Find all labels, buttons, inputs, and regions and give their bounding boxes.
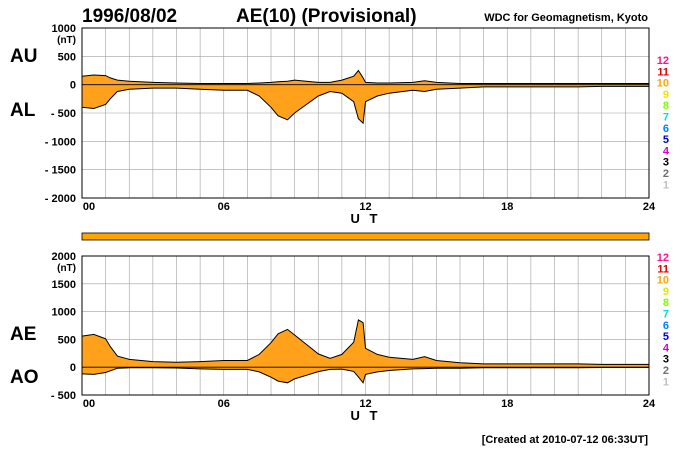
y-tick-label: 0 (70, 80, 76, 92)
x-tick-label: 24 (643, 201, 656, 213)
y-tick-label: 1000 (52, 307, 76, 319)
series-line-al (81, 85, 649, 125)
station-count-label: 11 (657, 66, 669, 78)
x-tick-label: 00 (83, 201, 95, 213)
plot-frame (81, 27, 650, 199)
y-unit-label: (nT) (57, 263, 76, 274)
station-count-label: 3 (663, 157, 669, 169)
station-count-label: 5 (663, 331, 669, 343)
station-count-label: 4 (663, 342, 670, 354)
data-coverage-bar (81, 232, 650, 241)
series-label-al: AL (10, 100, 36, 121)
x-tick-label: 24 (643, 398, 656, 410)
series-line-ao (81, 367, 649, 384)
x-tick-label: 18 (501, 398, 513, 410)
station-count-label: 12 (657, 55, 669, 67)
station-count-label: 7 (663, 112, 669, 124)
y-tick-label: 0 (70, 362, 76, 374)
page-title: AE(10) (Provisional) (236, 6, 417, 27)
y-tick-label: 2000 (52, 251, 76, 263)
x-tick-label: 18 (501, 201, 513, 213)
source-label: WDC for Geomagnetism, Kyoto (484, 12, 648, 24)
y-tick-label: - 1500 (45, 165, 76, 177)
y-tick-label: 500 (58, 334, 76, 346)
ae-ao-panel: 2000 1500 1000 500 0 - 500 (nT) 00 06 12 18 24 U T AE… (10, 251, 656, 423)
station-count-label: 2 (663, 168, 669, 180)
station-count-label: 6 (663, 320, 669, 332)
station-count-label: 6 (663, 123, 669, 135)
station-count-label: 10 (657, 275, 669, 287)
station-count-label: 9 (663, 286, 669, 298)
station-count-label: 12 (657, 252, 669, 264)
x-axis-label: U T (351, 408, 381, 423)
y-unit-label: (nT) (57, 35, 76, 46)
y-tick-label: - 1000 (45, 136, 76, 148)
y-tick-label: - 500 (51, 390, 76, 402)
date-label: 1996/08/02 (82, 6, 177, 27)
station-count-label: 8 (663, 100, 669, 112)
y-tick-label: 500 (58, 51, 76, 63)
station-count-label: 9 (663, 89, 669, 101)
series-line-ae (81, 319, 649, 365)
plot-frame (81, 255, 650, 396)
x-tick-label: 06 (218, 201, 230, 213)
x-tick-label: 12 (359, 398, 371, 410)
station-count-label: 3 (663, 354, 669, 366)
x-tick-label: 06 (218, 398, 230, 410)
station-count-label: 1 (663, 179, 669, 191)
station-count-label: 5 (663, 134, 669, 146)
y-tick-label: - 500 (51, 108, 76, 120)
y-tick-label: - 2000 (45, 193, 76, 205)
station-count-label: 7 (663, 309, 669, 321)
station-count-label: 10 (657, 78, 669, 90)
station-count-label: 4 (663, 145, 670, 157)
y-tick-label: 1000 (52, 23, 76, 35)
station-count-label: 1 (663, 376, 669, 388)
x-tick-label: 00 (83, 398, 95, 410)
station-count-label: 11 (657, 263, 669, 275)
au-al-panel: 1000 500 0 - 500 - 1000 - 1500 - 2000 (nT) 00 06 1… (10, 23, 656, 226)
series-line-au (81, 69, 649, 84)
series-label-au: AU (10, 46, 37, 67)
y-tick-label: 1500 (52, 279, 76, 291)
x-tick-label: 12 (359, 201, 371, 213)
series-label-ae: AE (10, 324, 36, 345)
created-timestamp: [Created at 2010-07-12 06:33UT] (482, 434, 649, 446)
station-count-label: 2 (663, 365, 669, 377)
series-label-ao: AO (10, 367, 39, 388)
station-count-label: 8 (663, 297, 669, 309)
x-axis-label: U T (351, 211, 381, 226)
